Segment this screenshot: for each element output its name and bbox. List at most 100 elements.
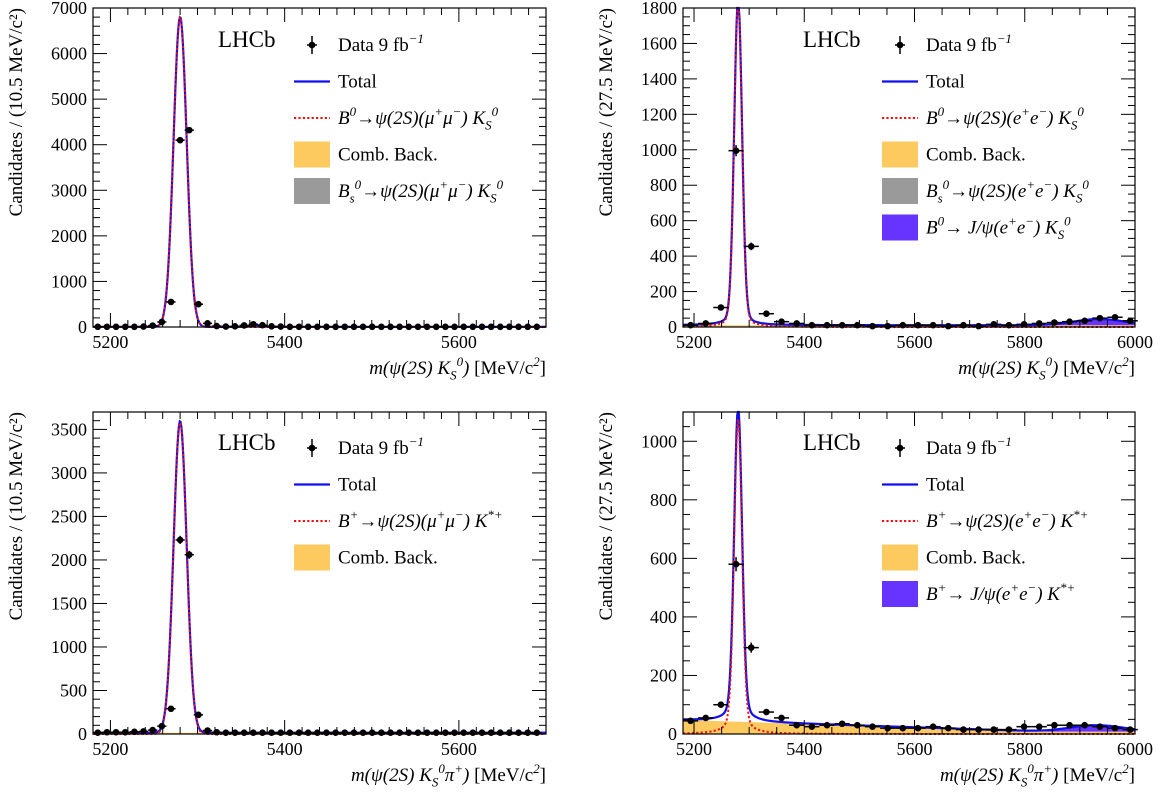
- legend-entry-label-part: e: [1030, 108, 1038, 129]
- total-fit-curve: [682, 410, 1136, 732]
- legend-entry-label: B0​→ψ(2S)(μ+​μ−​) KS​0​: [338, 104, 499, 133]
- x-tick-label: 5200: [676, 332, 712, 352]
- legend-data-marker: [308, 41, 316, 49]
- x-axis-label-part: [MeV/c: [469, 765, 533, 786]
- legend-entry-label-part: s: [938, 191, 943, 206]
- legend-entry-label-part: ) K: [1033, 218, 1059, 239]
- x-axis-label-part: 0: [1027, 761, 1034, 776]
- legend-entry-label-part: Total: [926, 72, 965, 93]
- y-tick-label: 1400: [641, 69, 677, 89]
- data-point: [1126, 726, 1134, 733]
- legend-entry-label-part: ) K: [1035, 584, 1061, 605]
- legend-entry-label-part: +: [350, 507, 359, 522]
- data-point: [732, 560, 740, 568]
- legend-entry-label: B+​→ J/ψ(e+​e−​) K*+​: [926, 580, 1075, 605]
- y-tick-label: 6000: [51, 44, 87, 64]
- data-point: [1111, 724, 1119, 732]
- legend-entry-label-part: →ψ(2S)(e: [944, 108, 1021, 129]
- x-tick-label: 5600: [897, 739, 933, 759]
- y-tick-label: 600: [650, 548, 677, 568]
- legend-entry-label-part: B: [926, 511, 938, 532]
- legend-fill-swatch: [882, 544, 918, 571]
- x-axis-label-part: [MeV/c: [469, 358, 533, 379]
- legend-entry-label: B+​→ψ(2S)(e+​e−​) K*+​: [926, 507, 1088, 532]
- y-tick-label: 1800: [641, 0, 677, 18]
- data-point: [268, 323, 275, 330]
- x-axis-label-part: 0: [438, 761, 445, 776]
- legend-entry-label: Comb. Back.: [338, 145, 438, 166]
- legend-entry-label: Comb. Back.: [926, 548, 1026, 569]
- legend-entry-label-part: −: [1025, 214, 1034, 229]
- x-tick-label: 5400: [267, 332, 303, 352]
- data-point: [687, 717, 694, 725]
- signal-curve: [682, 7, 1135, 328]
- legend-entry-label: Total: [926, 72, 965, 93]
- data-point: [899, 724, 907, 732]
- legend-entry-label-part: B: [338, 181, 350, 202]
- data-point: [1111, 313, 1119, 321]
- data-point: [158, 722, 166, 730]
- legend-entry-label-part: −: [1041, 507, 1050, 522]
- legend-fill-swatch: [882, 214, 918, 241]
- legend-entry-label-part: S: [1058, 227, 1065, 242]
- legend-entry-label-part: Comb. Back.: [926, 145, 1026, 166]
- x-axis-label-part: 2: [533, 354, 540, 369]
- legend-entry-label-part: ) K: [1048, 511, 1074, 532]
- legend-entry-label-part: →ψ(2S)(e: [946, 511, 1023, 532]
- y-tick-label: 200: [650, 282, 677, 302]
- data-point: [702, 320, 710, 327]
- x-axis-label-part: 2: [1122, 761, 1129, 776]
- data-point: [747, 644, 755, 651]
- x-axis-label-part: ): [1051, 765, 1058, 786]
- legend-entry-label-part: +: [437, 507, 446, 522]
- x-axis-label-part: π: [445, 765, 455, 786]
- data-point: [1051, 721, 1058, 729]
- legend-entry-label-part: Data 9 fb: [338, 35, 409, 56]
- signal-curve: [682, 419, 1135, 735]
- data-point: [823, 721, 831, 729]
- legend-entry-label-part: B: [338, 108, 350, 129]
- legend-entry-label-part: +: [1026, 177, 1035, 192]
- data-point: [702, 714, 710, 722]
- x-tick-label: 5600: [441, 739, 477, 759]
- data-point: [960, 726, 967, 733]
- legend-entry-label-part: 0: [350, 104, 357, 119]
- legend-entry-label-part: −: [1038, 104, 1047, 119]
- x-axis-label: m(ψ(2S) KS​0​π+​) [MeV/c2​]: [940, 761, 1135, 790]
- data-point: [195, 711, 202, 719]
- legend-entry-label-part: μ: [442, 108, 453, 129]
- legend-entry-label-part: Comb. Back.: [338, 548, 438, 569]
- legend-entry-label-part: *+: [487, 507, 502, 522]
- x-tick-label: 5800: [1007, 739, 1043, 759]
- legend-entry-label-part: → J/ψ(e: [944, 218, 1008, 239]
- y-tick-label: 3500: [51, 419, 87, 439]
- legend-entry-label-part: 0: [943, 177, 950, 192]
- data-point: [1081, 721, 1089, 729]
- legend-entry-label-part: Comb. Back.: [926, 548, 1026, 569]
- legend-entry-label-part: *+: [1060, 580, 1075, 595]
- legend-entry-label: Bs​0​→ψ(2S)(μ+​μ−​) KS​0​: [338, 177, 504, 206]
- legend-entry-label-part: ) K: [460, 108, 486, 129]
- x-axis-label-part: m(ψ(2S) K: [958, 358, 1040, 379]
- legend-entry-label-part: S: [490, 191, 497, 206]
- legend-entry-label-part: 0: [1077, 104, 1084, 119]
- data-point: [808, 723, 816, 730]
- x-axis-label-part: π: [1034, 765, 1044, 786]
- x-axis-label-part: ]: [1129, 358, 1135, 379]
- data-point: [1126, 317, 1134, 325]
- legend-data-marker: [896, 41, 904, 49]
- data-point: [167, 705, 175, 713]
- legend-entry-label-part: Total: [338, 72, 377, 93]
- y-tick-label: 200: [650, 665, 677, 685]
- y-tick-label: 0: [78, 317, 87, 337]
- legend: Data 9 fb−1​ Total B+​→ψ(2S)(μ+​μ−​) K*+​ C…: [294, 434, 503, 571]
- legend-entry-label-part: +: [1008, 214, 1017, 229]
- y-tick-label: 800: [650, 175, 677, 195]
- legend-entry-label-part: ) K: [1046, 108, 1072, 129]
- data-point: [763, 310, 770, 318]
- legend-entry-label: Total: [926, 475, 965, 496]
- legend-entry-label: Data 9 fb−1​: [926, 434, 1012, 459]
- legend-entry-label-part: e: [1032, 511, 1040, 532]
- legend-entry-label: Data 9 fb−1​: [926, 31, 1012, 56]
